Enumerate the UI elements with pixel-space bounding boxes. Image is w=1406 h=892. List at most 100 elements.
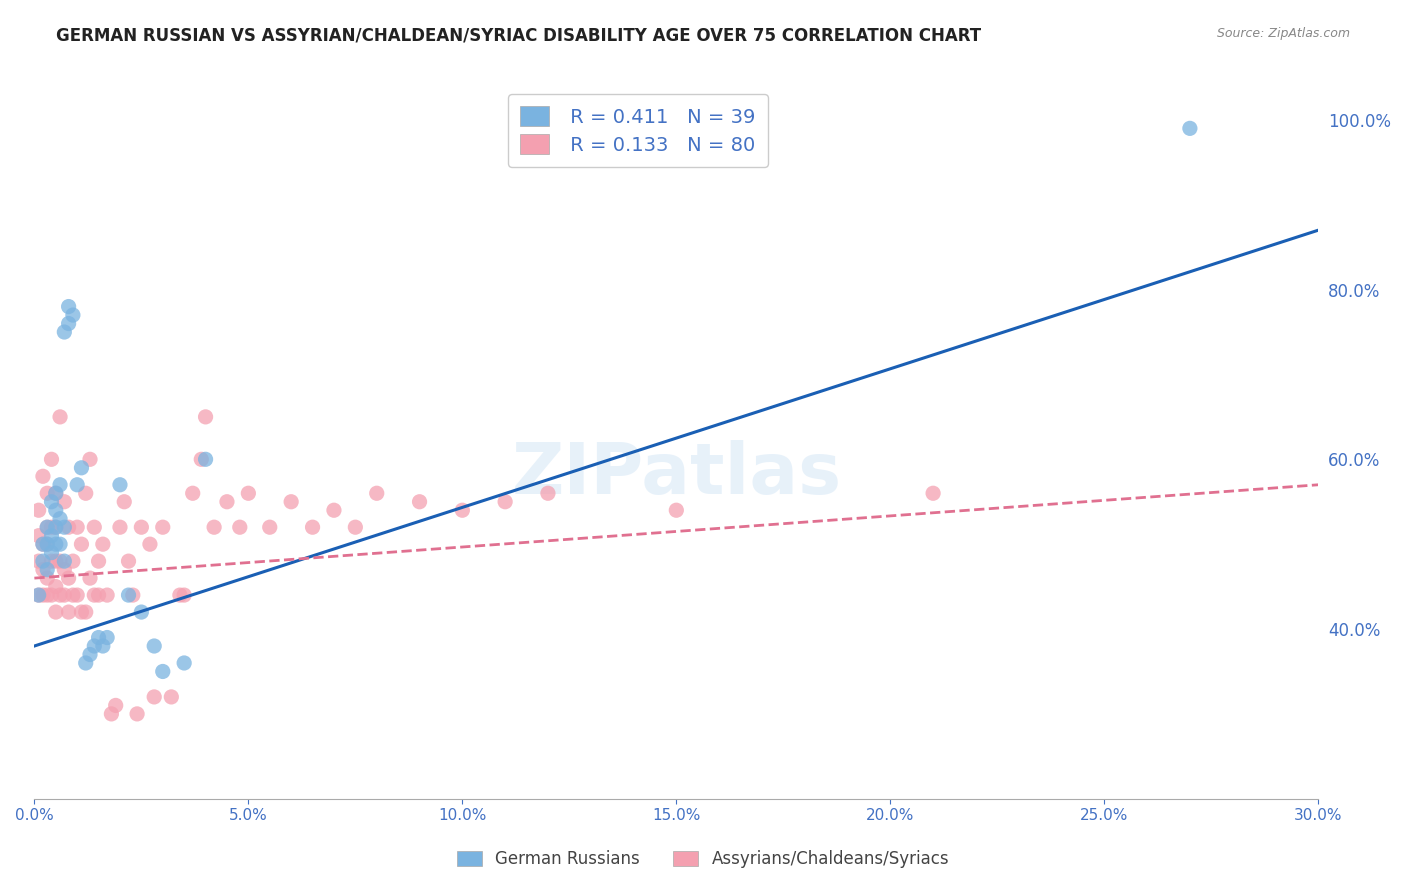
Point [45,554,67,568]
Point [75,486,97,500]
Point [58,571,80,585]
Legend: German Russians, Assyrians/Chaldeans/Syriacs: German Russians, Assyrians/Chaldeans/Syr… [450,844,956,875]
Point [91,639,114,653]
Point [62,588,84,602]
Point [87,588,110,602]
Point [66,520,89,534]
Point [41,588,63,602]
Point [215,494,238,508]
Point [53,554,76,568]
Point [108,520,131,534]
Text: GERMAN RUSSIAN VS ASSYRIAN/CHALDEAN/SYRIAC DISABILITY AGE OVER 75 CORRELATION CH: GERMAN RUSSIAN VS ASSYRIAN/CHALDEAN/SYRI… [56,27,981,45]
Point [79,648,101,662]
Point [515,112,537,127]
Point [194,452,217,467]
Point [280,494,302,508]
Point [53,520,76,534]
Point [127,706,149,721]
Point [41,520,63,534]
Point [96,631,118,645]
Point [41,452,63,467]
Point [112,494,135,508]
Point [58,605,80,619]
Point [91,537,114,551]
Point [37,520,59,534]
Point [27,588,49,602]
Point [45,580,67,594]
Point [45,537,67,551]
Point [79,571,101,585]
Point [62,554,84,568]
Point [53,563,76,577]
Point [53,588,76,602]
Point [451,503,474,517]
Point [49,537,72,551]
Point [32,469,55,483]
Point [58,317,80,331]
Point [139,537,162,551]
Point [45,503,67,517]
Point [45,605,67,619]
Point [408,494,430,508]
Point [53,325,76,339]
Point [75,656,97,670]
Point [143,639,166,653]
Point [104,698,127,713]
Point [41,546,63,560]
Point [70,537,93,551]
Point [117,554,139,568]
Point [173,588,195,602]
Point [301,520,323,534]
Point [259,520,281,534]
Point [37,537,59,551]
Point [131,520,153,534]
Point [665,503,688,517]
Point [41,494,63,508]
Point [83,520,105,534]
Point [96,588,118,602]
Point [160,690,183,704]
Point [83,588,105,602]
Point [108,477,131,491]
Point [45,486,67,500]
Point [37,571,59,585]
Point [66,588,89,602]
Point [49,588,72,602]
Point [32,537,55,551]
Point [79,452,101,467]
Point [238,486,260,500]
Point [49,409,72,424]
Point [45,486,67,500]
Point [62,308,84,322]
Point [1178,121,1201,136]
Point [27,554,49,568]
Point [27,529,49,543]
Point [87,554,110,568]
Legend:  R = 0.411   N = 39,  R = 0.133   N = 80: R = 0.411 N = 39, R = 0.133 N = 80 [508,95,768,167]
Point [27,588,49,602]
Point [58,300,80,314]
Point [131,605,153,619]
Point [152,520,174,534]
Point [32,554,55,568]
Point [37,520,59,534]
Point [53,494,76,508]
Point [32,563,55,577]
Point [37,563,59,577]
Point [344,520,367,534]
Text: ZIPatlas: ZIPatlas [512,440,841,508]
Point [58,520,80,534]
Point [37,537,59,551]
Point [49,477,72,491]
Point [49,512,72,526]
Point [32,537,55,551]
Point [194,409,217,424]
Point [37,588,59,602]
Point [173,656,195,670]
Point [27,503,49,517]
Point [366,486,388,500]
Point [152,665,174,679]
Point [143,690,166,704]
Point [41,554,63,568]
Point [83,639,105,653]
